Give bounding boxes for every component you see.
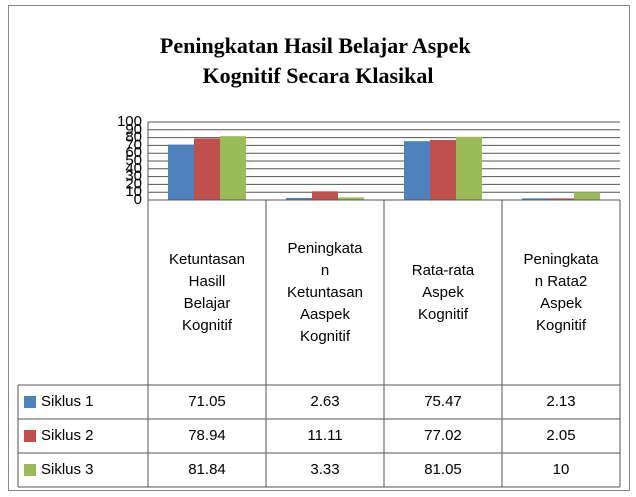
table-value: 77.02 — [424, 427, 462, 444]
bar — [522, 198, 548, 200]
category-text: Peningkatan Rata2 Aspek Kognitif — [523, 250, 599, 334]
bar — [430, 139, 456, 200]
y-tick-label: 90 — [125, 121, 142, 138]
table-value: 75.47 — [424, 393, 462, 410]
y-tick-label: 80 — [125, 129, 142, 146]
bar — [220, 136, 246, 200]
category-label: Peningkatan Rata2 Aspek Kognitif — [502, 200, 620, 385]
y-tick-label: 10 — [125, 183, 142, 200]
category-text: Rata-rata Aspek Kognitif — [411, 261, 475, 323]
legend-label: Siklus 3 — [41, 461, 94, 478]
bar — [168, 144, 194, 200]
category-label: Rata-rata Aspek Kognitif — [384, 200, 502, 385]
bar — [574, 192, 600, 200]
bar — [404, 141, 430, 200]
bar — [286, 197, 312, 200]
category-label: Ketuntasan Hasill Belajar Kognitif — [148, 200, 266, 385]
category-text: Ketuntasan Hasill Belajar Kognitif — [169, 250, 245, 334]
table-value: 11.11 — [307, 427, 342, 444]
legend-swatch — [24, 464, 36, 476]
y-tick-label: 0 — [134, 191, 142, 208]
legend-swatch — [24, 430, 36, 442]
y-tick-label: 50 — [125, 152, 142, 169]
table-value: 10 — [553, 461, 570, 478]
bar — [456, 136, 482, 200]
table-value: 2.13 — [546, 393, 575, 410]
bar — [338, 197, 364, 200]
legend-swatch — [24, 396, 36, 408]
table-value: 2.63 — [310, 393, 339, 410]
y-tick-label: 60 — [125, 144, 142, 161]
table-value: 81.84 — [188, 461, 226, 478]
bar — [194, 138, 220, 200]
bar — [312, 191, 338, 200]
y-tick-label: 100 — [117, 113, 142, 130]
table-value: 71.05 — [188, 393, 226, 410]
table-value: 2.05 — [546, 427, 575, 444]
chart-border — [8, 5, 630, 491]
bar — [548, 198, 574, 200]
chart-title: Peningkatan Hasil Belajar Aspek Kognitif… — [160, 33, 476, 88]
legend-label: Siklus 2 — [41, 427, 94, 444]
y-tick-label: 40 — [125, 160, 142, 177]
table-value: 3.33 — [310, 461, 339, 478]
category-label: Peningkatan Ketuntasan Aaspek Kognitif — [266, 200, 384, 385]
y-tick-label: 30 — [125, 168, 142, 185]
table-value: 78.94 — [188, 427, 226, 444]
category-text: Peningkatan Ketuntasan Aaspek Kognitif — [287, 239, 363, 345]
table-value: 81.05 — [424, 461, 462, 478]
y-tick-label: 20 — [125, 175, 142, 192]
y-tick-label: 70 — [125, 136, 142, 153]
legend-label: Siklus 1 — [41, 393, 94, 410]
